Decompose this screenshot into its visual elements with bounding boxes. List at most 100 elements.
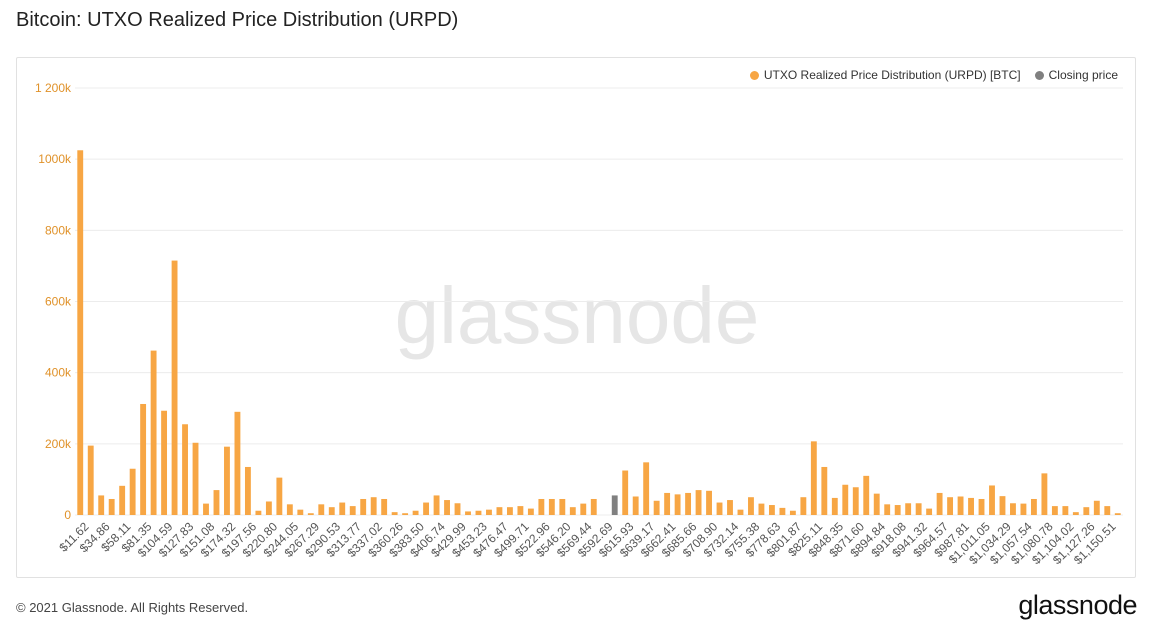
urpd-bar: [307, 513, 314, 515]
urpd-bar: [674, 494, 681, 515]
urpd-bar: [360, 498, 367, 515]
urpd-bar: [87, 445, 94, 515]
urpd-bar: [936, 492, 943, 515]
urpd-bar: [863, 475, 870, 515]
urpd-bar: [695, 490, 702, 515]
urpd-bar: [265, 501, 272, 515]
urpd-bar: [318, 504, 325, 515]
urpd-bar: [412, 510, 419, 515]
urpd-bar: [569, 507, 576, 515]
urpd-bar: [213, 490, 220, 515]
urpd-bar: [926, 508, 933, 515]
urpd-bar: [748, 497, 754, 515]
urpd-bar: [580, 503, 587, 515]
urpd-bar: [989, 485, 995, 515]
urpd-bar: [444, 500, 450, 515]
urpd-bar: [737, 509, 744, 515]
legend-label-closing-price: Closing price: [1048, 68, 1118, 82]
urpd-bar: [1041, 473, 1048, 515]
urpd-bar: [1062, 506, 1069, 515]
urpd-bar: [727, 500, 733, 515]
urpd-bar: [999, 496, 1006, 515]
urpd-bar: [706, 490, 712, 515]
glassnode-logo[interactable]: glassnode: [1018, 590, 1137, 620]
urpd-bar: [402, 513, 409, 515]
y-tick-label: 1 200k: [35, 81, 72, 95]
urpd-bar: [98, 495, 105, 515]
urpd-bar: [349, 506, 356, 515]
urpd-bar: [800, 497, 807, 515]
urpd-bar: [506, 507, 513, 515]
urpd-bar: [894, 505, 901, 515]
urpd-bar: [664, 492, 671, 515]
urpd-bar: [643, 462, 650, 515]
urpd-bar: [370, 497, 377, 515]
urpd-bar: [150, 350, 157, 515]
watermark-text: glassnode: [395, 271, 760, 360]
urpd-bar: [884, 504, 891, 515]
urpd-bar: [423, 502, 430, 515]
urpd-bar: [779, 507, 786, 515]
urpd-bar: [496, 507, 503, 515]
urpd-bar: [842, 484, 849, 515]
urpd-bar: [1072, 512, 1079, 515]
urpd-bar: [171, 260, 178, 515]
urpd-bar: [475, 510, 482, 515]
legend-item-urpd[interactable]: UTXO Realized Price Distribution (URPD) …: [749, 68, 1021, 82]
urpd-bar: [852, 487, 859, 515]
urpd-bar: [140, 403, 147, 515]
urpd-bar: [789, 510, 796, 515]
urpd-bar: [203, 503, 209, 515]
urpd-bar: [873, 493, 880, 515]
urpd-bar: [486, 509, 492, 515]
urpd-bar: [286, 504, 293, 515]
urpd-bar: [632, 496, 639, 515]
closing-price-bar: [611, 495, 618, 515]
urpd-bar: [381, 498, 388, 515]
urpd-bar: [548, 498, 555, 515]
urpd-bar: [276, 477, 283, 515]
urpd-bar: [161, 410, 168, 515]
urpd-bar: [1114, 513, 1121, 515]
y-tick-label: 0: [64, 508, 71, 522]
y-tick-label: 600k: [45, 295, 72, 309]
chart-legend: UTXO Realized Price Distribution (URPD) …: [749, 68, 1118, 82]
urpd-bar: [77, 150, 84, 515]
urpd-bar: [192, 442, 199, 515]
urpd-bar: [622, 470, 629, 515]
legend-label-urpd: UTXO Realized Price Distribution (URPD) …: [763, 68, 1021, 82]
y-tick-label: 1000k: [38, 152, 72, 166]
urpd-bar: [1093, 500, 1100, 515]
urpd-bar: [255, 510, 262, 515]
urpd-bar: [297, 509, 304, 515]
urpd-bar: [244, 466, 251, 515]
urpd-bar: [653, 500, 660, 515]
y-tick-label: 800k: [45, 223, 72, 237]
legend-item-closing-price[interactable]: Closing price: [1034, 68, 1118, 82]
urpd-bar: [758, 503, 765, 515]
urpd-bar: [590, 498, 597, 515]
urpd-bar: [831, 497, 838, 515]
urpd-bar: [1051, 506, 1058, 515]
urpd-bar: [527, 508, 534, 515]
urpd-bar: [685, 492, 692, 515]
y-tick-label: 200k: [45, 437, 72, 451]
urpd-bar: [339, 502, 346, 515]
urpd-bar: [391, 512, 398, 515]
urpd-bar: [905, 503, 912, 515]
urpd-bar: [234, 411, 241, 515]
urpd-bar: [968, 497, 974, 515]
legend-dot-closing-price: [1034, 70, 1044, 80]
chart-panel: glassnode 0 200k 400k 600k 800k 1000k 1 200k $11…: [16, 57, 1136, 578]
urpd-bar: [108, 498, 115, 515]
urpd-bar: [957, 496, 964, 515]
urpd-bar: [716, 502, 723, 515]
urpd-bar: [1083, 507, 1090, 515]
urpd-bar: [517, 506, 524, 515]
urpd-bar: [559, 498, 566, 515]
urpd-bar: [821, 466, 828, 515]
footer-copyright: © 2021 Glassnode. All Rights Reserved.: [16, 600, 249, 615]
urpd-bar: [129, 468, 136, 515]
urpd-bar: [224, 446, 230, 515]
